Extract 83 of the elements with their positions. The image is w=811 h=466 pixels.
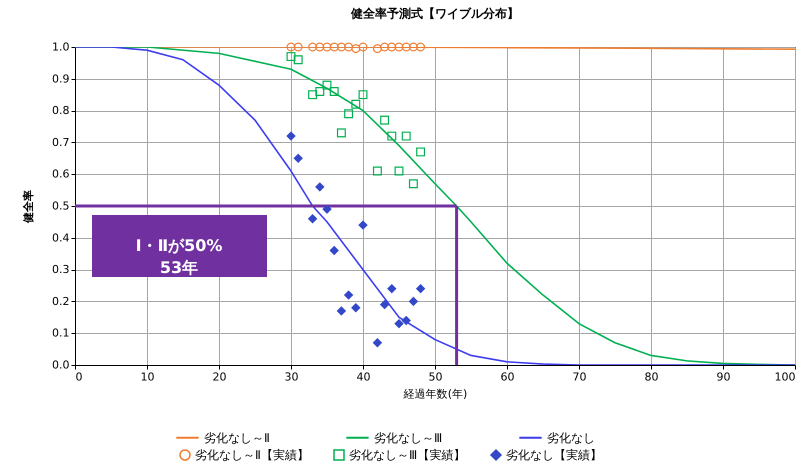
point <box>358 220 368 230</box>
legend-label: 劣化なし～Ⅲ <box>374 430 442 445</box>
point <box>336 306 346 316</box>
x-tick-label: 70 <box>572 370 586 384</box>
y-tick-label: 0.3 <box>52 263 70 276</box>
point <box>308 90 318 100</box>
y-axis-title: 健全率 <box>22 190 36 224</box>
point <box>402 316 411 325</box>
y-tick-label: 0.2 <box>52 294 70 308</box>
point <box>408 42 418 52</box>
point <box>322 80 332 90</box>
annotation: Ⅰ・Ⅱが50% 53年 <box>136 236 222 277</box>
point <box>308 42 318 52</box>
point <box>387 284 396 294</box>
point <box>330 87 339 96</box>
point <box>358 42 368 52</box>
point <box>336 128 346 138</box>
point <box>372 44 382 54</box>
point <box>380 300 390 310</box>
x-tick-label: 20 <box>212 370 226 384</box>
x-tick-label: 50 <box>428 370 442 384</box>
point <box>294 55 303 64</box>
point <box>416 284 426 294</box>
point <box>315 182 324 192</box>
legend-label: 劣化なし～Ⅲ【実績】 <box>349 448 466 462</box>
y-tick-label: 1.0 <box>52 40 70 54</box>
point <box>394 319 404 328</box>
point <box>344 109 354 118</box>
y-tick-label: 0.5 <box>52 200 70 212</box>
point <box>408 296 418 306</box>
x-tick-label: 30 <box>284 370 298 384</box>
point <box>315 42 324 52</box>
point <box>351 44 360 54</box>
point <box>322 42 332 52</box>
point <box>372 166 382 176</box>
point <box>294 154 303 163</box>
point <box>402 42 411 52</box>
point <box>387 132 396 141</box>
x-tick-label: 0 <box>76 370 82 384</box>
y-tick-label: 0.9 <box>52 72 70 86</box>
legend-label: 劣化なし【実績】 <box>506 448 602 462</box>
x-tick-label: 100 <box>774 370 796 384</box>
point <box>380 116 390 125</box>
point <box>416 147 426 156</box>
y-tick-label: 0.1 <box>52 326 70 340</box>
legend-label: 劣化なし <box>547 430 595 445</box>
point <box>351 303 360 312</box>
point <box>286 52 296 62</box>
x-tick-label: 40 <box>356 370 370 384</box>
point <box>394 166 404 176</box>
point <box>416 42 426 52</box>
point <box>330 42 339 52</box>
y-tick-label: 0.0 <box>52 358 70 372</box>
x-tick-label: 90 <box>716 370 730 384</box>
point <box>286 42 296 52</box>
x-tick-label: 80 <box>644 370 658 384</box>
legend-label: 劣化なし～Ⅱ【実績】 <box>195 448 309 462</box>
point <box>394 42 404 52</box>
point <box>358 90 368 100</box>
point <box>344 42 354 52</box>
y-tick-label: 0.4 <box>52 231 70 244</box>
point <box>372 338 382 348</box>
point <box>402 132 411 141</box>
chart-title: 健全率予測式【ワイブル分布】 <box>350 6 519 21</box>
x-tick-label: 60 <box>500 370 514 384</box>
point <box>351 100 360 109</box>
point <box>387 42 396 52</box>
y-tick-label: 0.6 <box>52 168 70 181</box>
x-axis-title: 経過年数(年) <box>402 388 468 400</box>
y-tick-label: 0.7 <box>52 136 70 149</box>
x-tick-label: 10 <box>140 370 154 384</box>
point <box>336 42 346 52</box>
y-tick-label: 0.8 <box>52 104 70 118</box>
point <box>344 290 354 300</box>
point <box>286 132 296 141</box>
point <box>294 42 303 52</box>
point <box>330 246 339 255</box>
point <box>315 87 324 96</box>
point <box>380 42 390 52</box>
point <box>308 214 318 224</box>
point <box>322 204 332 214</box>
legend-label: 劣化なし～Ⅱ <box>204 430 270 445</box>
point <box>408 179 418 188</box>
